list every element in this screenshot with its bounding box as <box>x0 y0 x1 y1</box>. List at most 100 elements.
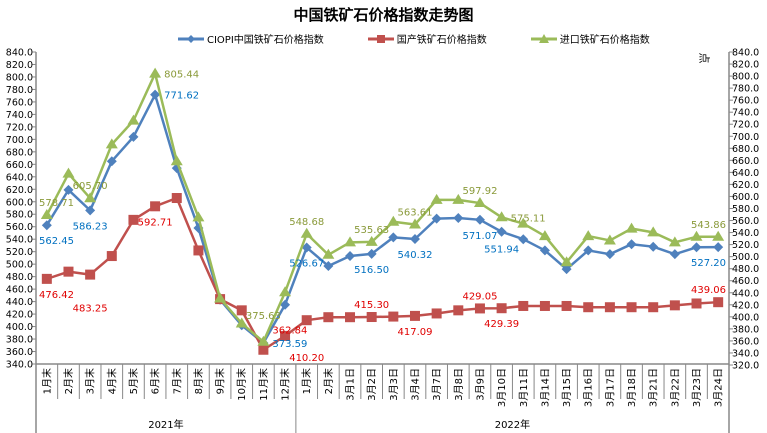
category-label: 3月24日 <box>713 368 725 407</box>
data-point <box>713 297 724 308</box>
right-tick-label: 420.0 <box>732 300 759 311</box>
right-axis-unit: 点 <box>697 52 711 64</box>
right-tick-label: 460.0 <box>732 276 759 287</box>
data-label: 527.20 <box>691 258 726 269</box>
group-label: 2021年 <box>148 418 183 431</box>
legend-item-ciopi: CIOPI中国铁矿石价格指数 <box>178 31 324 46</box>
data-point <box>40 209 53 220</box>
right-tick-label: 680.0 <box>732 144 759 155</box>
right-tick-label: 600.0 <box>732 192 759 203</box>
data-point <box>452 193 465 204</box>
right-tick-label: 480.0 <box>732 264 759 275</box>
data-point <box>474 214 485 225</box>
category-label: 3月23日 <box>691 368 703 407</box>
left-tick-label: 560.0 <box>6 222 33 233</box>
data-point <box>106 251 117 262</box>
data-point <box>495 211 508 222</box>
data-label: 563.61 <box>397 207 432 218</box>
category-label: 3月8日 <box>453 368 465 401</box>
data-point <box>193 245 204 256</box>
data-point <box>668 236 681 247</box>
left-tick-label: 800.0 <box>6 72 33 83</box>
left-tick-label: 600.0 <box>6 197 33 208</box>
data-point <box>106 156 117 167</box>
data-point <box>474 303 485 314</box>
data-label: 535.63 <box>354 225 389 236</box>
data-point <box>300 227 313 238</box>
left-tick-label: 360.0 <box>6 347 33 358</box>
data-label: 597.92 <box>462 186 497 197</box>
left-tick-label: 680.0 <box>6 147 33 158</box>
left-tick-label: 540.0 <box>6 235 33 246</box>
right-tick-label: 340.0 <box>732 348 759 359</box>
category-label: 3月7日 <box>431 368 443 401</box>
category-label: 9月末 <box>214 368 227 394</box>
data-point <box>647 226 660 237</box>
right-tick-label: 400.0 <box>732 312 759 323</box>
series-line-2 <box>45 72 719 344</box>
data-point <box>41 273 52 284</box>
data-point <box>280 330 291 341</box>
data-point <box>518 300 529 311</box>
right-tick-label: 440.0 <box>732 288 759 299</box>
data-point <box>235 317 248 328</box>
data-label: 362.84 <box>272 326 307 337</box>
data-point <box>518 234 529 245</box>
data-point <box>409 310 420 321</box>
data-label: 417.09 <box>397 327 432 338</box>
data-label: 439.06 <box>691 285 726 296</box>
legend-label: CIOPI中国铁矿石价格指数 <box>207 35 324 46</box>
data-point <box>691 298 702 309</box>
left-tick-label: 740.0 <box>6 110 33 121</box>
data-point <box>279 286 292 297</box>
data-label: 476.42 <box>39 290 74 301</box>
data-point <box>301 315 312 326</box>
right-tick-label: 820.0 <box>732 60 759 71</box>
category-label: 3月9日 <box>474 368 486 401</box>
data-point <box>496 226 507 237</box>
right-tick-label: 580.0 <box>732 204 759 215</box>
data-label: 410.20 <box>289 353 324 364</box>
data-point <box>669 249 680 260</box>
data-point <box>691 242 702 253</box>
legend-square-marker-icon <box>367 34 394 43</box>
data-label: 578.71 <box>39 198 74 209</box>
data-point <box>171 193 182 204</box>
data-label: 516.50 <box>354 265 389 276</box>
data-label: 605.70 <box>73 181 108 192</box>
data-label: 543.86 <box>691 220 726 231</box>
left-tick-label: 380.0 <box>6 335 33 346</box>
data-point <box>345 251 356 262</box>
right-tick-label: 620.0 <box>732 180 759 191</box>
category-label: 4月末 <box>105 368 118 394</box>
data-point <box>150 201 161 212</box>
legend-diamond-marker-icon <box>178 34 204 43</box>
data-point <box>408 218 421 229</box>
data-point <box>85 269 96 280</box>
data-point <box>150 89 161 100</box>
right-tick-label: 780.0 <box>732 84 759 95</box>
data-point <box>713 242 724 253</box>
data-label: 429.05 <box>462 291 497 302</box>
data-point <box>431 213 442 224</box>
left-tick-label: 620.0 <box>6 185 33 196</box>
left-tick-label: 400.0 <box>6 322 33 333</box>
category-label: 10月末 <box>235 368 248 401</box>
data-point <box>604 249 615 260</box>
left-tick-label: 580.0 <box>6 210 33 221</box>
data-point <box>561 300 572 311</box>
data-point <box>626 239 637 250</box>
data-point <box>127 114 140 125</box>
data-point <box>344 236 357 247</box>
left-tick-label: 480.0 <box>6 272 33 283</box>
left-tick-label: 840.0 <box>6 48 33 59</box>
data-label: 575.11 <box>511 213 546 224</box>
data-label: 429.39 <box>484 319 519 330</box>
category-label: 3月16日 <box>583 368 595 407</box>
right-tick-label: 660.0 <box>732 156 759 167</box>
data-point <box>604 302 615 313</box>
data-point <box>539 300 550 311</box>
data-point <box>582 230 595 241</box>
